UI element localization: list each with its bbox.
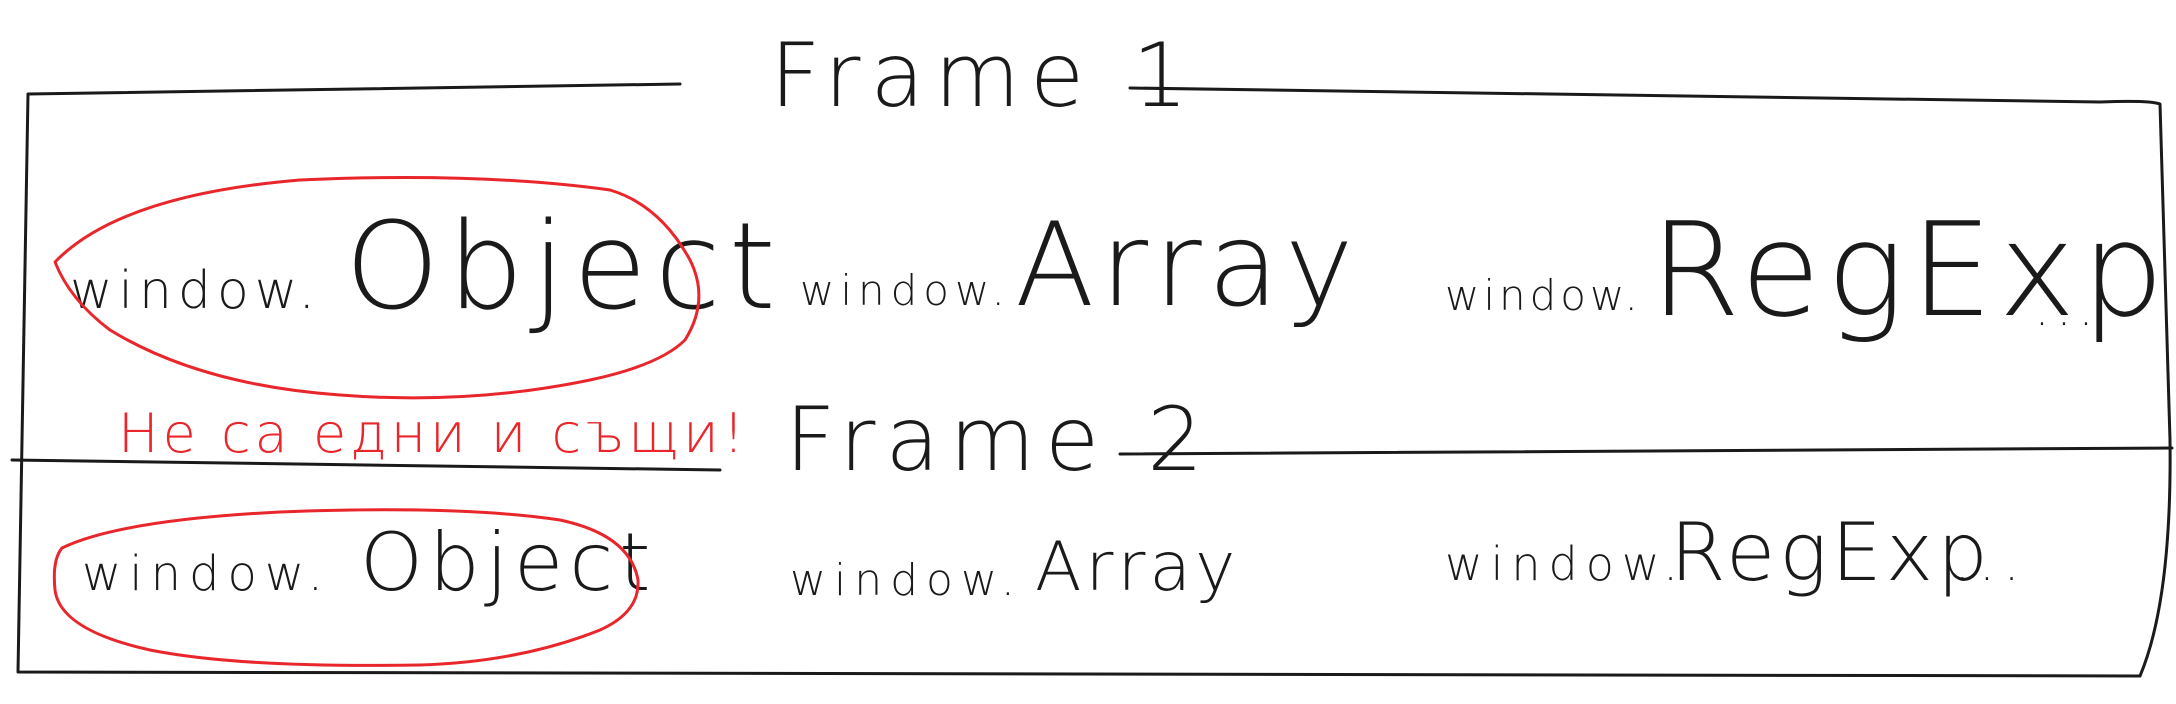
frame2-regexp-prefix: window. [1445,537,1686,591]
frame1-array-name: Array [1015,198,1359,333]
frame1-regexp-ellipsis: ... [2035,285,2101,336]
frame2-regexp-name: RegExp [1670,506,1992,599]
frame2-array-name: Array [1035,528,1239,607]
frame2-regexp-ellipsis: ... [1955,537,2029,591]
frame2-object-highlight-ellipse [52,508,640,667]
frame1-regexp-prefix: window. [1445,271,1642,320]
frame2-title: Frame 2 [785,388,1213,491]
frame-divider-left [10,458,722,472]
frame1-title: Frame 1 [770,24,1198,127]
frame1-regexp-name: RegExp [1650,194,2170,346]
frame1-object-highlight-ellipse [53,176,701,400]
annotation-text: Не са едни и същи! [118,402,748,465]
outer-frame-border [16,82,2172,678]
frame1-array-prefix: window. [800,266,1011,315]
frame2-array-prefix: window. [790,555,1023,606]
frame-divider-right [1118,446,2174,456]
frame2-object-prefix: window. [82,546,331,602]
frame1-object-name: Object [345,198,784,337]
frame2-object-name: Object [360,516,657,609]
frame1-object-prefix: window. [70,261,321,321]
